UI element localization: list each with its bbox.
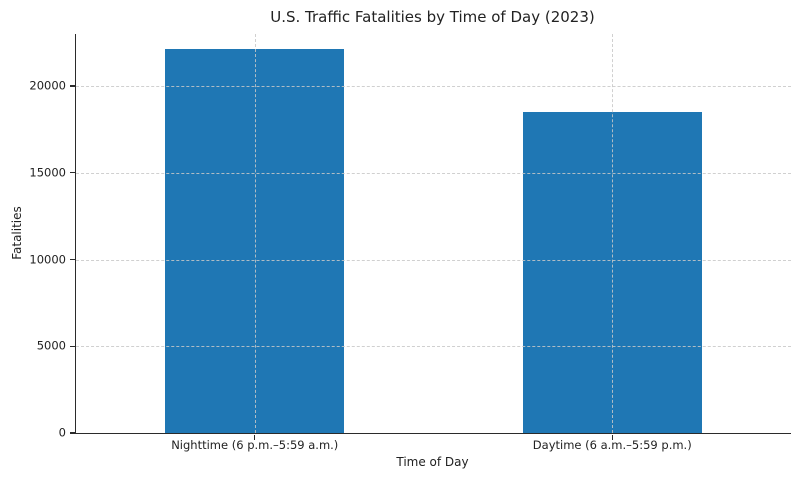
vertical-gridline — [612, 34, 614, 433]
chart-title: U.S. Traffic Fatalities by Time of Day (… — [270, 8, 595, 26]
x-tick-mark — [611, 435, 613, 440]
x-tick-label: Nighttime (6 p.m.–5:59 a.m.) — [171, 438, 339, 452]
x-tick-label: Daytime (6 a.m.–5:59 p.m.) — [532, 438, 692, 452]
x-axis-label: Time of Day — [396, 455, 469, 469]
y-tick-mark — [70, 172, 75, 174]
y-tick-label: 0 — [58, 425, 66, 440]
plot-area: Nighttime (6 p.m.–5:59 a.m.) Daytime (6 a… — [29, 34, 791, 452]
y-tick-mark — [70, 432, 75, 434]
y-tick-mark — [70, 258, 75, 261]
horizontal-gridline — [76, 346, 791, 348]
y-tick-mark — [70, 85, 75, 87]
y-tick-label: 10000 — [29, 251, 66, 266]
x-tick-mark — [254, 435, 256, 440]
y-tick-mark — [70, 345, 75, 347]
horizontal-gridline — [76, 172, 791, 174]
vertical-gridline — [254, 34, 256, 433]
y-tick-label: 15000 — [29, 165, 66, 180]
horizontal-gridline — [76, 259, 791, 261]
horizontal-gridline — [76, 86, 791, 88]
y-axis-label: Fatalities — [10, 206, 24, 260]
y-tick-label: 20000 — [29, 78, 66, 93]
y-tick-label: 5000 — [36, 338, 66, 353]
